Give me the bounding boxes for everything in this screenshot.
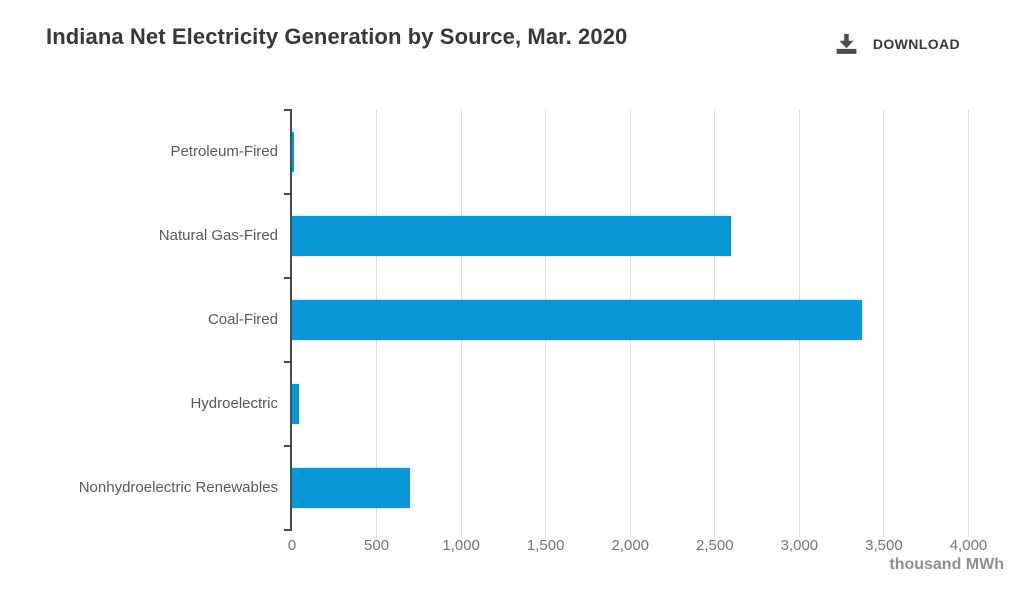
bar-coal-fired — [292, 300, 862, 340]
x-tick-label: 4,000 — [949, 537, 988, 554]
page-title: Indiana Net Electricity Generation by So… — [46, 24, 628, 49]
x-tick-label: 2,500 — [696, 537, 734, 554]
x-tick-label: 500 — [364, 537, 390, 554]
bar-natural-gas-fired — [292, 216, 731, 256]
category-label: Natural Gas-Fired — [158, 227, 278, 244]
bar-petroleum-fired — [292, 132, 294, 172]
y-axis-tick — [284, 361, 292, 363]
x-tick-label: 3,500 — [865, 537, 903, 554]
category-label: Hydroelectric — [190, 395, 278, 412]
y-axis-tick — [284, 529, 292, 531]
download-button[interactable]: DOWNLOAD — [831, 26, 962, 61]
gridline — [883, 110, 885, 537]
download-icon — [833, 30, 860, 57]
x-tick-label: 3,000 — [780, 537, 819, 554]
y-axis-tick — [284, 445, 292, 447]
y-axis-tick — [284, 109, 292, 111]
category-label: Coal-Fired — [207, 311, 278, 328]
x-tick-label: 1,500 — [526, 537, 565, 554]
x-tick-label: 0 — [287, 537, 297, 554]
download-label: DOWNLOAD — [872, 35, 960, 52]
bar-nonhydroelectric-renewables — [292, 468, 411, 508]
x-tick-label: 1,000 — [442, 537, 480, 554]
x-tick-label: 2,000 — [611, 537, 650, 554]
y-axis-tick — [284, 193, 292, 195]
category-label: Petroleum-Fired — [170, 143, 278, 160]
category-label: Nonhydroelectric Renewables — [78, 479, 278, 496]
gridline — [968, 110, 969, 537]
bar-hydroelectric — [292, 384, 299, 424]
y-axis-tick — [284, 277, 292, 279]
x-axis-unit-label: thousand MWh — [889, 556, 1004, 573]
y-axis-line — [290, 109, 292, 531]
